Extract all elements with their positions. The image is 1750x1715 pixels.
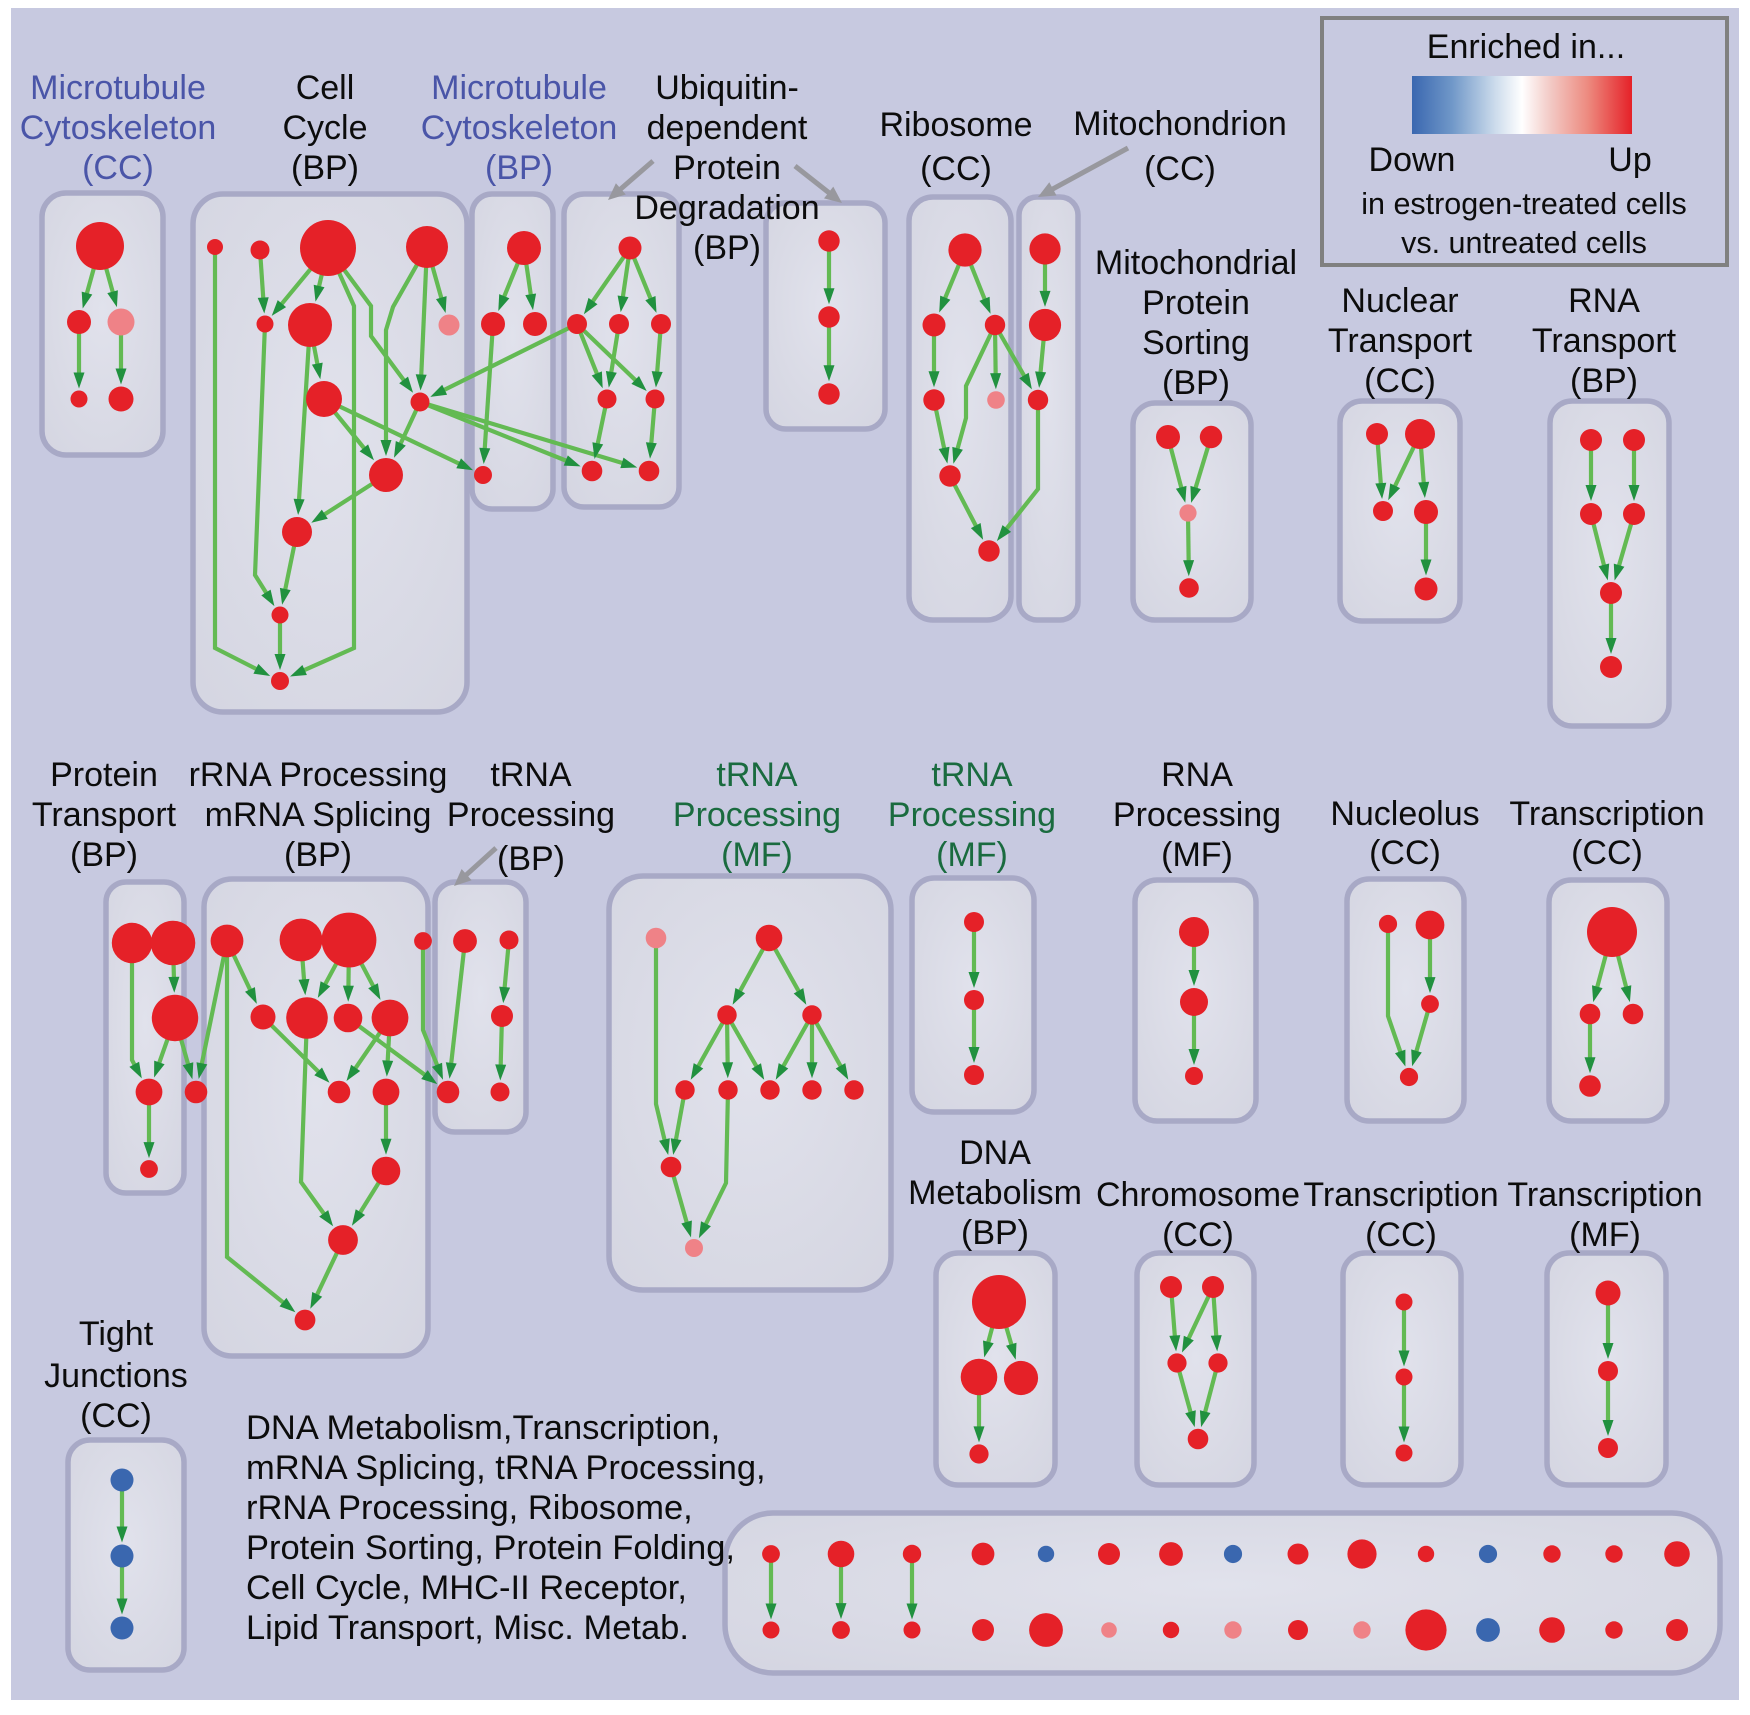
- svg-text:(CC): (CC): [1162, 1216, 1234, 1254]
- svg-text:(CC): (CC): [1364, 362, 1436, 400]
- svg-text:(CC): (CC): [1144, 150, 1216, 188]
- svg-text:Processing: Processing: [888, 796, 1056, 834]
- svg-text:Transport: Transport: [1532, 322, 1677, 360]
- svg-text:Nuclear: Nuclear: [1341, 282, 1458, 320]
- svg-text:tRNA: tRNA: [716, 756, 798, 794]
- svg-text:Microtubule: Microtubule: [30, 69, 206, 107]
- svg-text:Degradation: Degradation: [634, 189, 819, 227]
- svg-text:Mitochondrion: Mitochondrion: [1073, 105, 1287, 143]
- svg-text:Mitochondrial: Mitochondrial: [1095, 244, 1297, 282]
- svg-text:RNA: RNA: [1161, 756, 1233, 794]
- svg-text:Cytoskeleton: Cytoskeleton: [421, 109, 618, 147]
- svg-text:Cycle: Cycle: [282, 109, 367, 147]
- svg-text:Cytoskeleton: Cytoskeleton: [20, 109, 217, 147]
- svg-text:mRNA Splicing, tRNA Processing: mRNA Splicing, tRNA Processing,: [246, 1449, 766, 1487]
- svg-text:Junctions: Junctions: [44, 1357, 188, 1395]
- svg-text:Down: Down: [1369, 141, 1456, 179]
- svg-text:(MF): (MF): [1161, 836, 1233, 874]
- svg-text:Transcription: Transcription: [1303, 1176, 1498, 1214]
- svg-text:(BP): (BP): [284, 836, 352, 874]
- svg-text:Transport: Transport: [32, 796, 177, 834]
- svg-text:Processing: Processing: [673, 796, 841, 834]
- svg-text:(MF): (MF): [1569, 1216, 1641, 1254]
- svg-text:rRNA Processing, Ribosome,: rRNA Processing, Ribosome,: [246, 1489, 693, 1527]
- svg-text:(CC): (CC): [1571, 834, 1643, 872]
- svg-text:Cell Cycle, MHC-II Receptor,: Cell Cycle, MHC-II Receptor,: [246, 1569, 687, 1607]
- svg-text:rRNA Processing: rRNA Processing: [189, 756, 448, 794]
- svg-text:(BP): (BP): [70, 836, 138, 874]
- svg-text:Processing: Processing: [1113, 796, 1281, 834]
- svg-text:Processing: Processing: [447, 796, 615, 834]
- svg-text:Sorting: Sorting: [1142, 324, 1250, 362]
- svg-text:(BP): (BP): [961, 1214, 1029, 1252]
- svg-text:Enriched in...: Enriched in...: [1427, 28, 1625, 66]
- svg-text:(MF): (MF): [936, 836, 1008, 874]
- svg-text:(BP): (BP): [693, 229, 761, 267]
- svg-text:Up: Up: [1608, 141, 1651, 179]
- svg-text:(BP): (BP): [1162, 364, 1230, 402]
- svg-text:tRNA: tRNA: [490, 756, 572, 794]
- svg-text:Transport: Transport: [1328, 322, 1473, 360]
- svg-text:(BP): (BP): [485, 149, 553, 187]
- svg-text:(BP): (BP): [497, 840, 565, 878]
- svg-text:(CC): (CC): [1365, 1216, 1437, 1254]
- svg-text:(CC): (CC): [80, 1397, 152, 1435]
- svg-text:Tight: Tight: [79, 1315, 154, 1353]
- svg-text:Protein: Protein: [50, 756, 158, 794]
- svg-text:Ubiquitin-: Ubiquitin-: [655, 69, 799, 107]
- svg-text:dependent: dependent: [647, 109, 808, 147]
- svg-text:in estrogen-treated cells: in estrogen-treated cells: [1361, 187, 1687, 221]
- svg-text:mRNA Splicing: mRNA Splicing: [205, 796, 432, 834]
- svg-text:Microtubule: Microtubule: [431, 69, 607, 107]
- svg-text:(CC): (CC): [1369, 834, 1441, 872]
- svg-text:vs. untreated cells: vs. untreated cells: [1401, 226, 1647, 260]
- svg-text:RNA: RNA: [1568, 282, 1640, 320]
- svg-text:Ribosome: Ribosome: [879, 106, 1032, 144]
- svg-text:(CC): (CC): [920, 150, 992, 188]
- svg-text:DNA: DNA: [959, 1134, 1031, 1172]
- svg-text:Transcription: Transcription: [1509, 795, 1704, 833]
- svg-text:Metabolism: Metabolism: [908, 1174, 1082, 1212]
- svg-text:(BP): (BP): [291, 149, 359, 187]
- svg-text:(BP): (BP): [1570, 362, 1638, 400]
- svg-text:(CC): (CC): [82, 149, 154, 187]
- svg-text:Lipid Transport, Misc. Metab.: Lipid Transport, Misc. Metab.: [246, 1609, 689, 1647]
- svg-text:Cell: Cell: [296, 69, 355, 107]
- svg-text:Protein: Protein: [673, 149, 781, 187]
- svg-text:DNA Metabolism,Transcription,: DNA Metabolism,Transcription,: [246, 1409, 720, 1447]
- svg-text:Protein: Protein: [1142, 284, 1250, 322]
- svg-text:Protein Sorting, Protein Foldi: Protein Sorting, Protein Folding,: [246, 1529, 735, 1567]
- svg-text:(MF): (MF): [721, 836, 793, 874]
- svg-text:Transcription: Transcription: [1507, 1176, 1702, 1214]
- svg-text:Chromosome: Chromosome: [1096, 1176, 1300, 1214]
- svg-text:Nucleolus: Nucleolus: [1330, 795, 1479, 833]
- svg-text:tRNA: tRNA: [931, 756, 1013, 794]
